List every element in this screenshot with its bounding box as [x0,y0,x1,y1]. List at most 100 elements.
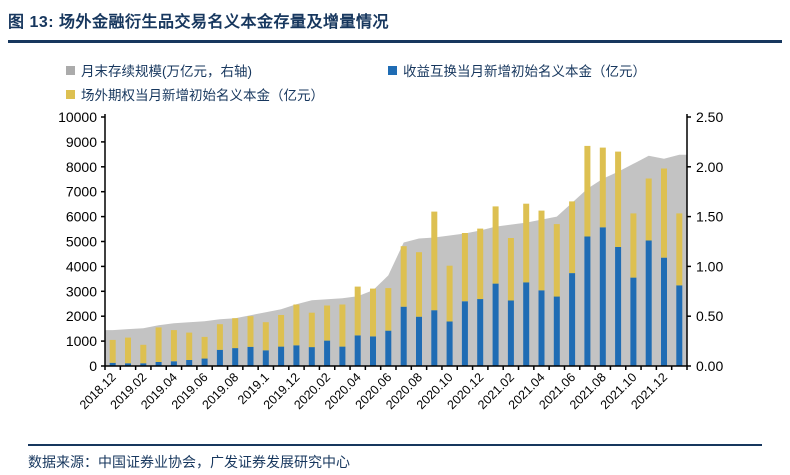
figure-title: 图 13: 场外金融衍生品交易名义本金存量及增量情况 [8,14,390,31]
bar-segment-option [523,203,530,283]
y-axis-left-label: 8000 [66,159,97,175]
area-series-outstanding-scale [105,154,687,366]
bar-segment-option [645,178,652,241]
bar-segment-swap [661,257,667,366]
bar-segment-swap [278,346,285,366]
legend-swatch-area [66,65,75,75]
source-block: 数据来源：中国证券业协会，广发证券发展研究中心 [28,444,762,472]
bar-segment-swap [553,296,560,366]
bar-segment-option [354,286,361,336]
y-axis-left-label: 5000 [66,234,97,250]
legend-item-area: 月末存续规模(万亿元，右轴) [66,60,252,80]
bar-segment-swap [615,247,622,366]
y-axis-left-label: 10000 [58,109,97,125]
bar-segment-swap [507,300,514,366]
legend-swatch-option [66,89,75,99]
bar-segment-swap [370,336,376,366]
y-axis-right-label: 0.00 [696,358,723,374]
bar-segment-swap [140,363,147,366]
bar-segment-option [461,233,468,302]
legend-swatch-swap [388,65,397,75]
bar-segment-option [400,246,407,307]
bar-segment-option [262,322,269,351]
bar-segment-swap [109,362,116,366]
bar-segment-option [324,305,331,341]
bar-segment-option [615,151,622,247]
bar-segment-swap [232,348,239,366]
bar-segment-option [170,330,177,362]
bar-segment-swap [630,277,637,366]
bar-segment-option [569,201,576,274]
bar-segment-swap [461,301,468,366]
bar-segment-option [416,252,422,317]
bar-segment-option [232,318,239,349]
bar-segment-swap [339,346,346,366]
bar-segment-option [431,211,438,311]
legend-item-option: 场外期权当月新增初始名义本金（亿元） [66,84,324,104]
bar-segment-swap [431,310,438,366]
legend-label-area: 月末存续规模(万亿元，右轴) [81,64,252,79]
y-axis-left-label: 4000 [66,258,97,274]
bar-segment-option [599,147,606,228]
y-axis-left-label: 7000 [66,184,97,200]
bar-segment-swap [216,349,223,366]
y-axis-right-label: 2.50 [696,109,723,125]
bar-segment-swap [293,345,300,366]
bar-segment-option [446,265,453,322]
bar-segment-swap [477,299,484,366]
bar-segment-option [661,168,667,258]
bar-segment-option [109,339,116,363]
bar-segment-swap [170,361,177,366]
bar-segment-option [140,344,147,364]
bar-segment-swap [584,236,591,366]
figure-title-block: 图 13: 场外金融衍生品交易名义本金存量及增量情况 [8,8,782,43]
bar-segment-swap [186,360,193,366]
bar-segment-option [584,145,591,237]
bar-segment-swap [385,330,392,366]
bar-segment-option [278,315,285,347]
bar-segment-swap [354,335,361,366]
bar-segment-option [538,210,545,291]
bar-segment-swap [155,362,162,366]
bar-segment-option [308,312,315,348]
bar-segment-option [477,228,484,300]
bar-segment-swap [569,273,576,366]
bar-segment-option [186,332,193,360]
y-axis-right-label: 2.00 [696,159,723,175]
y-axis-left-label: 9000 [66,134,97,150]
bar-segment-option [125,337,131,364]
bar-segment-swap [538,290,545,366]
bar-segment-option [155,327,162,362]
legend-item-swap: 收益互换当月新增初始名义本金（亿元） [388,60,646,80]
bar-segment-option [339,304,346,347]
bar-segment-swap [201,358,208,366]
bar-segment-swap [262,350,269,366]
source-note: 数据来源：中国证券业协会，广发证券发展研究中心 [28,454,350,470]
bar-segment-swap [247,346,254,366]
bar-segment-swap [400,306,407,366]
bar-segment-swap [492,283,499,366]
bar-segment-option [507,238,514,301]
bar-segment-swap [645,240,652,366]
bar-segment-swap [676,285,683,366]
y-axis-left-label: 0 [89,358,97,374]
y-axis-right-label: 1.00 [696,258,723,274]
bar-segment-option [201,336,208,359]
bar-segment-option [676,213,683,286]
y-axis-left-label: 6000 [66,209,97,225]
legend-label-swap: 收益互换当月新增初始名义本金（亿元） [403,64,646,79]
bar-segment-option [385,288,392,331]
bar-segment-option [216,324,223,350]
bar-segment-option [553,224,560,297]
bar-segment-option [293,304,300,346]
y-axis-right-label: 1.50 [696,209,723,225]
y-axis-left-label: 1000 [66,333,97,349]
bar-segment-swap [523,282,530,366]
bar-segment-swap [446,321,453,366]
bar-segment-swap [125,363,131,366]
legend-label-option: 场外期权当月新增初始名义本金（亿元） [81,88,324,103]
y-axis-left-label: 2000 [66,308,97,324]
bar-segment-option [492,206,499,284]
